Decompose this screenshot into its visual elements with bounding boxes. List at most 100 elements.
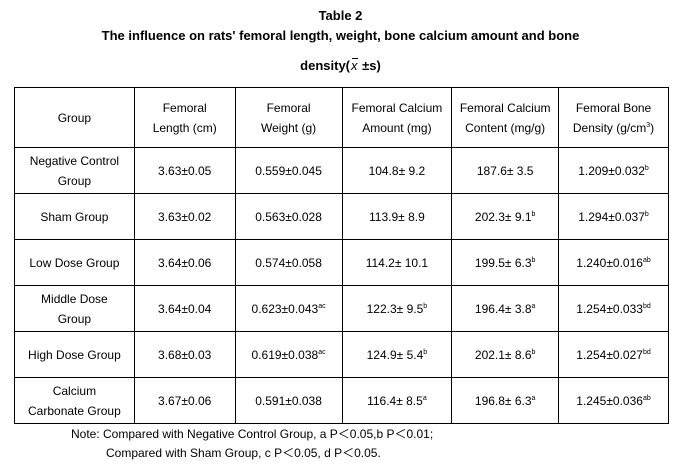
table-row: Sham Group 3.63±0.02 0.563±0.028 113.9± …: [14, 193, 669, 240]
header-femoral-length: Femoral Length (cm): [133, 87, 236, 148]
cell-value: 0.574±0.058: [255, 255, 322, 270]
group-label: Low Dose Group: [29, 255, 120, 270]
significance-mark: b: [644, 164, 649, 172]
cell-value: 1.245±0.036: [576, 393, 643, 408]
group-label: Group: [57, 173, 92, 188]
cell-value: 187.6± 3.5: [476, 163, 534, 178]
significance-mark: ac: [318, 348, 326, 356]
cell-value: 116.4± 8.5: [367, 393, 423, 408]
value-cell: 0.563±0.028: [234, 193, 343, 240]
table-title-description-cont: density(x ±s): [0, 56, 681, 76]
value-cell: 3.68±0.03: [133, 331, 236, 378]
cell-value: 3.63±0.02: [158, 209, 212, 224]
table-row: Negative Control Group 3.63±0.05 0.559±0…: [14, 147, 669, 194]
header-text: Femoral Calcium: [351, 100, 443, 115]
significance-mark: bd: [642, 302, 651, 310]
cell-value: 3.64±0.06: [158, 255, 212, 270]
header-text: Femoral: [266, 100, 311, 115]
cell-value: 122.3± 9.5: [366, 301, 424, 316]
group-cell: Negative Control Group: [14, 147, 135, 194]
significance-mark: bd: [642, 348, 651, 356]
value-cell: 196.8± 6.3a: [451, 377, 560, 424]
value-cell: 122.3± 9.5b: [341, 285, 453, 332]
group-cell: Sham Group: [14, 193, 135, 240]
group-label: Middle Dose: [41, 291, 108, 306]
significance-mark: b: [423, 348, 428, 356]
value-cell: 0.591±0.038: [234, 377, 343, 424]
cell-value: 124.9± 5.4: [366, 347, 424, 362]
value-cell: 124.9± 5.4b: [341, 331, 453, 378]
cell-value: 0.559±0.045: [255, 163, 322, 178]
cell-value: 202.1± 8.6: [474, 347, 532, 362]
value-cell: 1.240±0.016ab: [558, 239, 669, 286]
header-text: Weight (g): [261, 120, 317, 135]
table-title-label: Table 2: [318, 8, 363, 23]
table-row: High Dose Group 3.68±0.03 0.619±0.038ac …: [14, 331, 669, 378]
value-cell: 3.67±0.06: [133, 377, 236, 424]
superscript: 3: [646, 121, 651, 129]
header-text: Group: [57, 110, 92, 125]
title-density-suffix: ±s): [358, 58, 381, 73]
value-cell: 202.1± 8.6b: [451, 331, 560, 378]
value-cell: 196.4± 3.8a: [451, 285, 560, 332]
cell-value: 1.254±0.027: [576, 347, 643, 362]
value-cell: 3.64±0.06: [133, 239, 236, 286]
significance-mark: ac: [318, 302, 326, 310]
value-cell: 0.619±0.038ac: [234, 331, 343, 378]
footnote-line: Note: Compared with Negative Control Gro…: [71, 427, 434, 441]
group-label: Group: [57, 311, 92, 326]
cell-value: 0.563±0.028: [255, 209, 322, 224]
cell-value: 0.619±0.038: [251, 347, 319, 362]
table-row: Low Dose Group 3.64±0.06 0.574±0.058 114…: [14, 239, 669, 286]
value-cell: 3.63±0.02: [133, 193, 236, 240]
header-text: Length (cm): [152, 120, 217, 135]
cell-value: 196.8± 6.3: [474, 393, 532, 408]
value-cell: 114.2± 10.1: [341, 239, 453, 286]
group-cell: Low Dose Group: [14, 239, 135, 286]
group-cell: Middle Dose Group: [14, 285, 135, 332]
header-calcium-amount: Femoral Calcium Amount (mg): [341, 87, 453, 148]
header-text: Femoral Calcium: [459, 100, 551, 115]
header-bone-density: Femoral Bone Density (g/cm3): [558, 87, 669, 148]
value-cell: 187.6± 3.5: [451, 147, 560, 194]
value-cell: 199.5± 6.3b: [451, 239, 560, 286]
value-cell: 1.245±0.036ab: [558, 377, 669, 424]
title-density-prefix: density(: [300, 58, 351, 73]
significance-mark: a: [531, 302, 536, 310]
cell-value: 199.5± 6.3: [474, 255, 532, 270]
value-cell: 116.4± 8.5a: [341, 377, 453, 424]
table-title-description: The influence on rats' femoral length, w…: [101, 28, 580, 43]
significance-mark: b: [423, 302, 428, 310]
significance-mark: b: [531, 348, 536, 356]
group-label: Sham Group: [40, 209, 109, 224]
cell-value: 0.591±0.038: [255, 393, 322, 408]
cell-value: 1.240±0.016: [576, 255, 643, 270]
group-cell: High Dose Group: [14, 331, 135, 378]
header-text: Femoral Bone: [575, 100, 652, 115]
significance-mark: b: [644, 210, 649, 218]
header-text: Amount (mg): [362, 120, 432, 135]
significance-mark: b: [531, 210, 536, 218]
results-table: Group Femoral Length (cm) Femoral Weight…: [14, 87, 669, 424]
group-label: Carbonate Group: [28, 403, 121, 418]
header-text: Content (mg/g): [465, 120, 546, 135]
table-row: Calcium Carbonate Group 3.67±0.06 0.591±…: [14, 377, 669, 424]
group-label: Calcium: [52, 383, 97, 398]
significance-mark: ab: [642, 256, 651, 264]
mean-symbol: x: [350, 56, 359, 76]
cell-value: 114.2± 10.1: [365, 255, 429, 270]
group-cell: Calcium Carbonate Group: [14, 377, 135, 424]
cell-value: 113.9± 8.9: [369, 209, 425, 224]
value-cell: 1.209±0.032b: [558, 147, 669, 194]
value-cell: 1.254±0.033bd: [558, 285, 669, 332]
header-row: Group Femoral Length (cm) Femoral Weight…: [14, 87, 669, 148]
value-cell: 3.63±0.05: [133, 147, 236, 194]
cell-value: 202.3± 9.1: [474, 209, 532, 224]
cell-value: 3.68±0.03: [158, 347, 212, 362]
group-label: Negative Control: [29, 153, 120, 168]
header-text: Density (g/cm: [572, 120, 647, 135]
significance-mark: b: [531, 256, 536, 264]
value-cell: 0.623±0.043ac: [234, 285, 343, 332]
table-footnote: Note: Compared with Negative Control Gro…: [71, 425, 433, 463]
cell-value: 1.294±0.037: [578, 209, 645, 224]
